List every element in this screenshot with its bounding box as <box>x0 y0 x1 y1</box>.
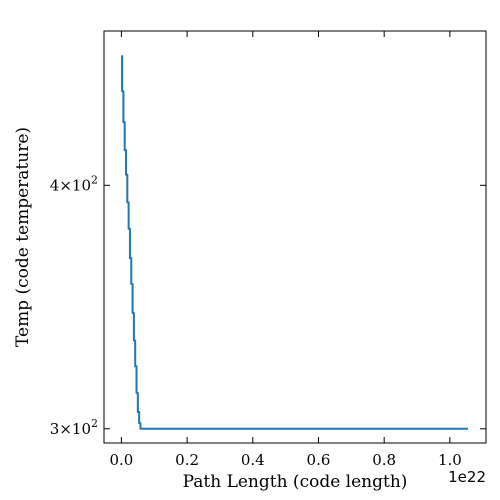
series-line-1 <box>121 55 468 430</box>
y-axis-label: Temp (code temperature) <box>13 127 33 347</box>
x-tick-label-1: 0.2 <box>175 451 199 469</box>
x-tick-label-3: 0.6 <box>307 451 331 469</box>
x-tick-label-2: 0.4 <box>241 451 265 469</box>
axes-frame <box>103 30 487 444</box>
x-axis-offset-label: 1e22 <box>448 468 486 486</box>
x-tick-label-5: 1.0 <box>438 451 462 469</box>
y-tick-label-0: 3×102 <box>50 417 98 438</box>
y-axis-ticks: 3×102 4×102 <box>50 173 486 438</box>
plot-area <box>121 55 468 430</box>
x-axis-label: Path Length (code length) <box>183 472 408 492</box>
x-tick-label-0: 0.0 <box>109 451 133 469</box>
x-axis-ticks: 0.0 0.2 0.4 0.6 0.8 1.0 <box>109 31 462 469</box>
y-tick-label-1: 4×102 <box>50 173 98 194</box>
x-tick-label-4: 0.8 <box>372 451 396 469</box>
